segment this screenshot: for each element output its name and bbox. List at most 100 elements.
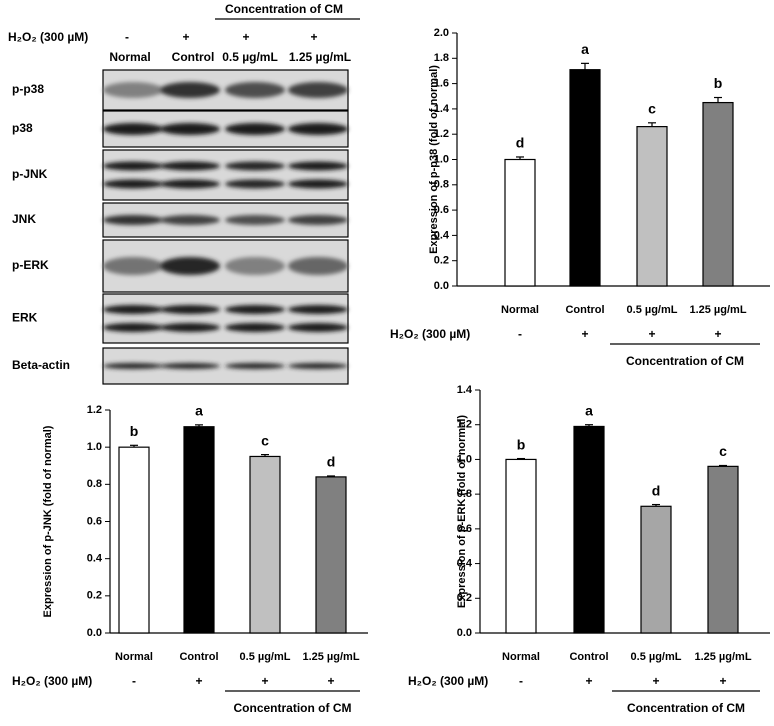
band [103,257,163,275]
x-tick-label: 1.25 µg/mL [689,304,746,316]
band-label: p-JNK [12,167,48,181]
significance-letter: a [581,41,589,57]
band [103,363,163,369]
band [288,363,348,369]
band-label: Beta-actin [12,358,70,372]
group-label: Concentration of CM [225,2,343,16]
x-tick-label: 1.25 µg/mL [302,651,359,663]
band [288,82,348,98]
y-tick-label: 0.8 [87,478,102,490]
y-tick-label: 1.2 [457,419,472,431]
y-tick-label: 0.4 [87,553,103,565]
band [225,323,285,332]
treatment-sign: + [195,674,202,688]
y-tick-label: 1.2 [434,128,449,140]
y-tick-label: 0.0 [457,627,472,639]
lane-label: 0.5 µg/mL [222,50,278,64]
y-tick-label: 1.4 [457,384,473,396]
band [103,305,163,314]
band [225,363,285,369]
significance-letter: d [652,482,661,498]
band [225,179,285,189]
lane-label: Normal [109,50,150,64]
y-tick-label: 0.0 [434,280,449,292]
y-tick-label: 0.2 [434,255,449,267]
band [160,123,220,135]
group-label: Concentration of CM [626,354,744,368]
treatment-sign: - [518,327,522,341]
x-tick-label: Control [565,304,604,316]
y-axis-label: Expression of p-ERK (fold of normal) [456,415,468,608]
y-tick-label: 1.0 [457,453,472,465]
treatment-sign: - [519,674,523,688]
y-tick-label: 0.4 [434,229,450,241]
y-tick-label: 0.8 [434,179,449,191]
band-label: JNK [12,212,36,226]
x-tick-label: Control [569,651,608,663]
band [160,257,220,275]
bar [707,465,739,634]
lane-label: Control [172,50,215,64]
treatment-label: H₂O₂ (300 µM) [8,30,88,44]
treatment-label: H₂O₂ (300 µM) [390,327,470,341]
treatment-sign: + [242,30,249,44]
band [288,161,348,171]
band [225,257,285,275]
y-tick-label: 1.0 [434,153,449,165]
significance-letter: b [517,436,526,452]
significance-letter: a [195,403,203,419]
treatment-label: H₂O₂ (300 µM) [408,674,488,688]
bar [183,426,215,634]
bar [640,505,672,634]
significance-letter: d [327,454,336,470]
treatment-sign: - [132,674,136,688]
band [288,215,348,225]
significance-letter: b [714,75,723,91]
significance-letter: c [261,432,269,448]
treatment-label: H₂O₂ (300 µM) [12,674,92,688]
y-tick-label: 0.2 [87,590,102,602]
bar [315,476,347,634]
x-tick-label: Normal [501,304,539,316]
y-tick-label: 1.8 [434,52,449,64]
band [225,215,285,225]
band [225,123,285,135]
y-axis-label: Expression of p-p38 (fold of normal) [428,65,440,254]
bar [118,446,150,634]
y-tick-label: 2.0 [434,27,449,39]
significance-letter: c [648,101,656,117]
x-tick-label: Normal [502,651,540,663]
y-tick-label: 1.0 [87,441,102,453]
x-tick-label: 0.5 µg/mL [627,304,678,316]
treatment-sign: + [648,327,655,341]
band [103,215,163,225]
band-label: ERK [12,311,38,325]
band [288,123,348,135]
band [288,179,348,189]
significance-letter: b [130,423,139,439]
band [160,179,220,189]
treatment-sign: + [261,674,268,688]
y-tick-label: 0.6 [87,515,102,527]
blot-frame [102,293,349,344]
bar [504,158,536,287]
band [288,323,348,332]
band [288,257,348,275]
treatment-sign: + [310,30,317,44]
band [160,161,220,171]
x-tick-label: Normal [115,651,153,663]
band [160,215,220,225]
y-tick-label: 0.6 [457,523,472,535]
treatment-sign: + [327,674,334,688]
group-label: Concentration of CM [627,701,745,715]
y-tick-label: 0.6 [434,204,449,216]
bar [505,458,537,634]
band [160,323,220,332]
treatment-sign: + [714,327,721,341]
group-label: Concentration of CM [234,701,352,715]
x-tick-label: 0.5 µg/mL [631,651,682,663]
y-tick-label: 1.6 [434,78,449,90]
treatment-sign: - [125,30,129,44]
significance-letter: c [719,443,727,459]
